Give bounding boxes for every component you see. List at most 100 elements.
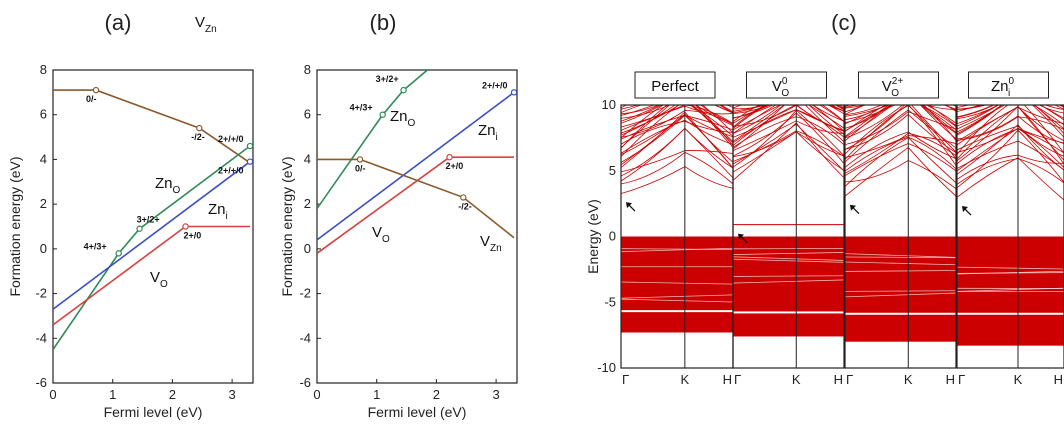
valence-gap-line [621,248,733,250]
y-tick-label: -2 [35,286,47,301]
conduction-band [957,105,1064,118]
transition-point [182,223,189,230]
conduction-band [957,105,1064,130]
conduction-band [845,105,956,166]
valence-gap-line [621,281,733,285]
conduction-band [621,105,733,114]
band-lines [845,105,956,342]
transition-label: 3+/2+ [137,215,160,225]
conduction-band [957,105,986,110]
valence-gap-line [733,258,844,263]
transition-label: 2+/0 [446,161,464,171]
series-line-zn-o [53,145,251,350]
transition-point [92,86,100,94]
conduction-band [733,105,844,114]
transition-label: -/2- [191,132,205,142]
x-tick-label: 3 [228,387,235,402]
k-point-label: H [946,372,955,387]
valence-gap-line [621,247,733,253]
valence-band-block [621,236,733,311]
valence-gap-line [733,275,844,277]
conduction-band [733,105,844,135]
y-tick-label: 2 [304,196,311,211]
y-axis-label: Energy (eV) [585,199,601,274]
conduction-band [621,105,733,144]
k-point-label: Γ [734,372,741,387]
k-point-label: K [1014,372,1023,387]
k-point-label: Γ [846,372,853,387]
transition-point [196,124,203,132]
subplot-title: V2+ O [882,76,904,99]
arrow-head [850,204,856,211]
conduction-band [957,105,1064,138]
x-tick-label: 2 [169,387,176,402]
conduction-band [621,105,733,115]
conduction-band [733,105,844,119]
valence-gap-line [845,261,956,266]
y-tick-label: 0 [40,241,47,256]
y-tick-label: 4 [40,151,47,166]
panel-label: (a) [105,10,132,35]
conduction-band [621,105,733,128]
valence-gap-line [957,270,1064,275]
subplot-title-box [968,71,1049,99]
series-label: VO [150,269,168,290]
transition-point [356,156,364,163]
y-tick-label: -4 [35,330,47,345]
transition-point [446,153,453,161]
k-point-label: Γ [958,372,965,387]
series-line-zn-o [317,70,428,210]
valence-gap-line [845,292,956,298]
x-axis-label: Fermi level (eV) [368,404,467,420]
y-tick-label: 5 [609,163,616,178]
y-tick-label: -4 [299,330,311,345]
y-tick-label: -6 [299,375,311,390]
transition-point [136,225,143,232]
y-tick-label: 0 [304,241,311,256]
conduction-band [621,105,733,124]
conduction-band [957,157,1064,201]
k-point-label: H [1054,372,1063,387]
valence-gap-line [845,290,956,292]
x-tick-label: 1 [109,387,116,402]
subplot-frame [732,104,845,369]
conduction-band [845,105,956,139]
plot-frame [52,69,254,384]
series-label: Zni [208,201,228,222]
conduction-band [957,105,1064,135]
conduction-band [957,105,1064,119]
valence-gap-line [845,256,956,259]
arrow-head [738,233,744,240]
conduction-band [957,127,1064,172]
y-tick-label: -2 [299,286,311,301]
y-tick-label: 4 [304,151,311,166]
valence-gap-line [845,270,956,272]
valence-band-block [845,236,956,313]
arrow-head [962,206,968,213]
x-tick-label: 2 [433,387,440,402]
conduction-band [621,105,733,127]
lower-band-block [733,313,844,337]
conduction-band [845,105,956,140]
y-tick-label: -6 [35,375,47,390]
conduction-band [733,105,844,143]
y-tick-label: 6 [40,107,47,122]
conduction-band [957,105,988,110]
conduction-band [621,151,733,185]
series-label: ZnO [390,108,416,129]
y-tick-label: -10 [597,360,616,375]
x-tick-label: 0 [313,387,320,402]
valence-gap-line [957,266,1064,270]
subplot-title: V0 O [772,76,790,99]
series-label: VZn [195,14,217,35]
transition-label: 4+/3+ [350,103,373,113]
valence-gap-line [621,294,733,299]
transition-label: 0/- [355,163,366,173]
conduction-band [845,105,956,117]
conduction-band [733,105,844,122]
subplot-title: Zn0 i [991,76,1015,99]
arrow-head [626,202,632,209]
subplot-title-box [746,71,827,99]
conduction-band [845,105,867,113]
lower-band-block [621,312,733,333]
